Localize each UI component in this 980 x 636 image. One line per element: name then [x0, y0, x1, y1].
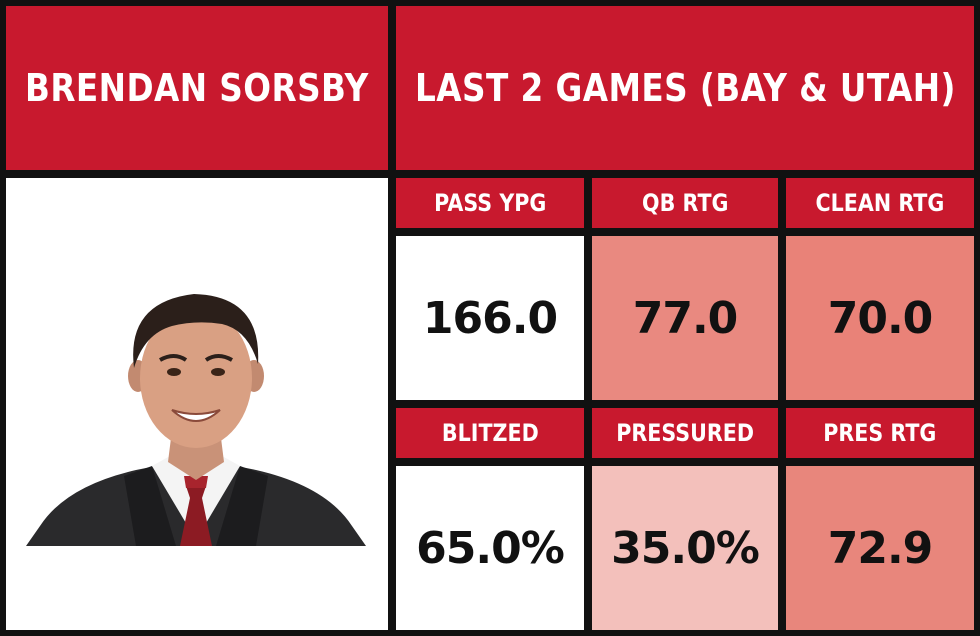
player-photo	[26, 294, 366, 546]
stat-label-pass-ypg: PASS YPG	[396, 178, 584, 228]
stat-label-qb-rtg: QB RTG	[592, 178, 778, 228]
stat-label-blitzed: BLITZED	[396, 408, 584, 458]
stat-value-qb-rtg: 77.0	[592, 236, 778, 400]
stat-value-blitzed: 65.0%	[396, 466, 584, 630]
stat-label-pres-rtg: PRES RTG	[786, 408, 974, 458]
page-title: LAST 2 GAMES (BAY & UTAH)	[414, 66, 956, 110]
stat-label-pressured: PRESSURED	[592, 408, 778, 458]
stat-label-clean-rtg: CLEAN RTG	[786, 178, 974, 228]
stat-value-pass-ypg: 166.0	[396, 236, 584, 400]
player-name-header: BRENDAN SORSBY	[6, 6, 388, 170]
title-header: LAST 2 GAMES (BAY & UTAH)	[396, 6, 974, 170]
stat-value-clean-rtg: 70.0	[786, 236, 974, 400]
player-name: BRENDAN SORSBY	[25, 66, 369, 110]
stat-value-pres-rtg: 72.9	[786, 466, 974, 630]
stat-value-pressured: 35.0%	[592, 466, 778, 630]
